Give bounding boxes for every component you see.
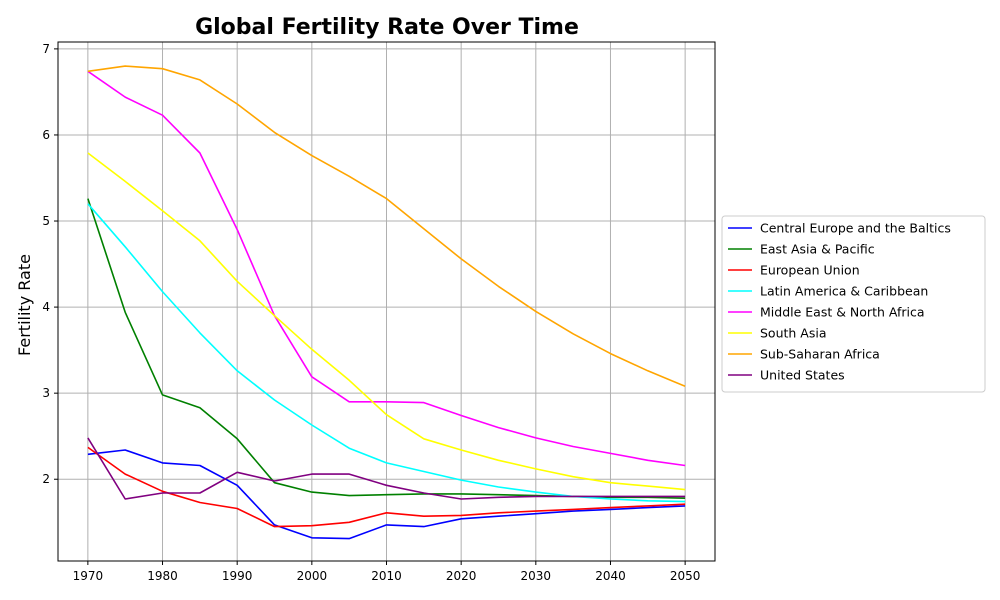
series-line — [87, 65, 686, 388]
x-tick-label: 2050 — [670, 569, 701, 583]
x-tick-label: 1980 — [147, 569, 178, 583]
x-tick-label: 2000 — [297, 569, 328, 583]
y-tick-label: 3 — [42, 386, 50, 400]
series-line — [87, 446, 686, 528]
y-axis-label: Fertility Rate — [15, 254, 34, 356]
legend-label: East Asia & Pacific — [760, 242, 875, 257]
chart-title: Global Fertility Rate Over Time — [195, 15, 579, 40]
series-lines — [87, 65, 686, 540]
legend-label: Central Europe and the Baltics — [760, 221, 951, 236]
x-tick-label: 2010 — [371, 569, 402, 583]
y-tick-label: 5 — [42, 214, 50, 228]
legend-label: South Asia — [760, 326, 827, 341]
x-tick-label: 1990 — [222, 569, 253, 583]
x-tick-label: 2030 — [521, 569, 552, 583]
legend-label: Sub-Saharan Africa — [760, 347, 880, 362]
series-line — [87, 449, 686, 540]
y-tick-label: 2 — [42, 472, 50, 486]
series-line — [87, 70, 686, 467]
legend: Central Europe and the Baltics East Asia … — [721, 215, 986, 393]
legend-label: United States — [760, 368, 845, 383]
series-line — [87, 152, 686, 491]
series-line — [87, 437, 686, 500]
legend-label: Middle East & North Africa — [760, 305, 925, 320]
x-tick-label: 2040 — [595, 569, 626, 583]
legend-label: European Union — [760, 263, 860, 278]
x-tick-label: 1970 — [73, 569, 104, 583]
legend-box — [721, 215, 986, 393]
y-tick-label: 4 — [42, 300, 50, 314]
y-tick-label: 6 — [42, 128, 50, 142]
axis-ticks: 1970 1980 1990 2000 2010 2020 2030 2040 2050 2 3 4 5… — [42, 42, 700, 583]
grid — [58, 42, 715, 561]
series-line — [87, 203, 686, 503]
legend-label: Latin America & Caribbean — [760, 284, 928, 299]
y-tick-label: 7 — [42, 42, 50, 56]
x-tick-label: 2020 — [446, 569, 477, 583]
